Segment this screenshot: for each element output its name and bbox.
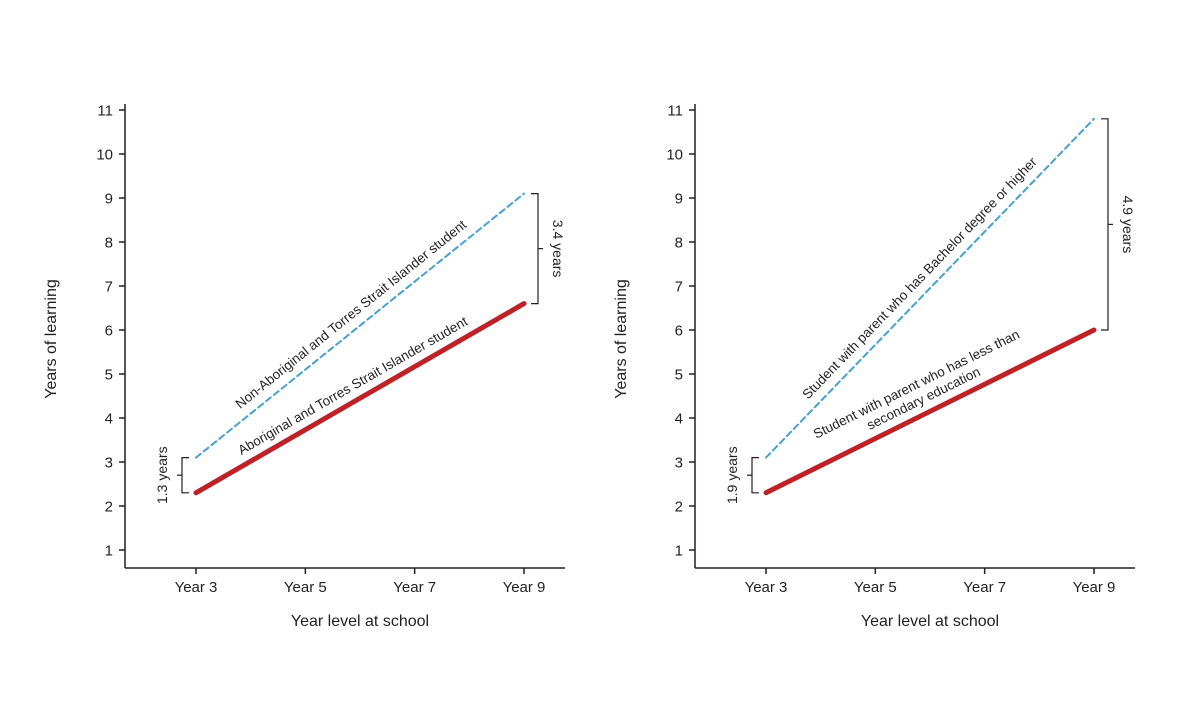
x-tick-label: Year 7 xyxy=(393,579,436,596)
gap-label: 3.4 years xyxy=(550,220,566,278)
left-chart: 1 2 3 4 5 6 7 8 9 10 11 Year 3 Year 5 Year 7 Year 9 Yea… xyxy=(43,102,566,630)
series-line-solid xyxy=(763,327,1097,496)
y-tick-label: 6 xyxy=(675,322,683,339)
x-axis-title: Year level at school xyxy=(291,613,429,630)
gap-bracket xyxy=(181,457,189,494)
y-tick-label: 8 xyxy=(105,234,113,251)
x-tick-label: Year 3 xyxy=(745,579,788,596)
y-tick-label: 3 xyxy=(675,454,683,471)
y-tick-label: 10 xyxy=(96,146,113,163)
y-tick-label: 2 xyxy=(675,498,683,515)
y-tick-label: 7 xyxy=(675,278,683,295)
x-tick-label: Year 9 xyxy=(1073,579,1116,596)
y-tick-label: 9 xyxy=(675,190,683,207)
x-tick-label: Year 7 xyxy=(963,579,1006,596)
series-line-solid xyxy=(193,301,527,496)
y-tick-label: 5 xyxy=(105,366,113,383)
y-tick-label: 1 xyxy=(105,542,113,559)
y-tick-label: 2 xyxy=(105,498,113,515)
y-tick-label: 4 xyxy=(105,410,113,427)
y-tick-label: 6 xyxy=(105,322,113,339)
x-tick-label: Year 5 xyxy=(854,579,897,596)
x-tick-label: Year 5 xyxy=(284,579,327,596)
y-axis-title: Years of learning xyxy=(43,279,60,399)
series-line-dashed xyxy=(765,117,1095,459)
y-tick-label: 11 xyxy=(97,102,113,119)
gap-bracket xyxy=(530,193,539,305)
gap-label: 4.9 years xyxy=(1120,196,1136,254)
y-tick-label: 9 xyxy=(105,190,113,207)
y-axis-title: Years of learning xyxy=(613,279,630,399)
series-label: Student with parent who has Bachelor deg… xyxy=(799,154,1040,402)
y-tick-label: 4 xyxy=(675,410,683,427)
series-line-dashed xyxy=(195,192,525,459)
y-tick-label: 1 xyxy=(675,542,683,559)
y-tick-label: 7 xyxy=(105,278,113,295)
y-tick-label: 3 xyxy=(105,454,113,471)
y-tick-label: 8 xyxy=(675,234,683,251)
gap-label: 1.9 years xyxy=(724,446,740,504)
x-tick-label: Year 9 xyxy=(503,579,546,596)
y-tick-label: 11 xyxy=(667,102,683,119)
x-tick-label: Year 3 xyxy=(175,579,218,596)
gap-bracket xyxy=(751,457,759,494)
gap-label: 1.3 years xyxy=(154,446,170,504)
y-tick-label: 5 xyxy=(675,366,683,383)
x-axis-title: Year level at school xyxy=(861,613,999,630)
y-tick-label: 10 xyxy=(666,146,683,163)
right-chart: 1 2 3 4 5 6 7 8 9 10 11 Year 3 Year 5 Year 7 Year 9 Yea… xyxy=(613,102,1136,630)
gap-bracket xyxy=(1100,118,1109,331)
